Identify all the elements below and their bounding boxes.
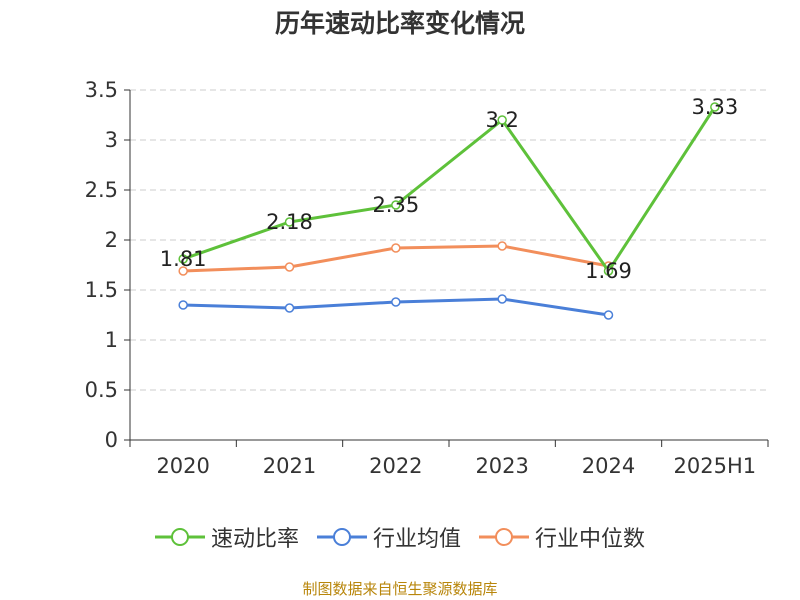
data-point	[391, 243, 401, 253]
y-tick-label: 3.5	[85, 78, 118, 102]
data-point	[603, 266, 614, 276]
legend-item[interactable]: 行业中位数	[479, 521, 645, 553]
legend-item[interactable]: 行业均值	[316, 521, 461, 553]
series-line-0	[182, 106, 717, 273]
data-label: 2.35	[372, 193, 419, 217]
data-point	[497, 241, 507, 251]
data-point	[497, 115, 507, 125]
x-tick-label: 2023	[475, 454, 528, 478]
legend-label: 行业均值	[372, 527, 461, 552]
y-tick-label: 1.5	[85, 278, 118, 302]
data-source-note: 制图数据来自恒生聚源数据库	[302, 580, 498, 598]
legend-swatch	[479, 528, 529, 546]
legend-swatch	[154, 528, 205, 546]
data-label: 1.69	[585, 259, 632, 283]
legend-swatch	[316, 528, 367, 546]
legend-item[interactable]: 速动比率	[154, 521, 299, 553]
data-point	[178, 266, 188, 276]
legend-marker	[170, 528, 189, 546]
y-tick-label: 2.5	[85, 178, 118, 202]
data-point	[391, 200, 401, 210]
data-point	[178, 254, 188, 264]
y-tick-label: 1	[105, 328, 118, 352]
data-point	[284, 217, 295, 227]
legend: 速动比率 行业均值 行业中位数	[0, 520, 800, 554]
x-tick-label: 2022	[369, 454, 422, 478]
data-label: 3.33	[691, 95, 738, 119]
data-point	[603, 310, 614, 320]
legend-marker	[495, 528, 513, 546]
x-tick-label: 2020	[156, 454, 209, 478]
y-tick-label: 0.5	[85, 378, 118, 402]
data-label: 3.2	[485, 108, 518, 132]
data-point	[284, 303, 295, 313]
y-tick-label: 2	[105, 228, 118, 252]
data-point	[284, 262, 295, 272]
legend-label: 速动比率	[210, 527, 299, 552]
legend-marker	[332, 528, 351, 546]
chart-title: 历年速动比率变化情况	[274, 9, 525, 38]
data-point	[497, 294, 507, 304]
y-tick-label: 3	[105, 128, 118, 152]
data-point	[391, 297, 401, 307]
y-tick-label: 0	[105, 428, 118, 452]
data-point	[178, 300, 188, 310]
data-point	[710, 102, 720, 112]
x-tick-label: 2024	[582, 454, 635, 478]
data-label: 2.18	[266, 210, 313, 234]
legend-label: 行业中位数	[535, 527, 646, 552]
x-tick-label: 2021	[263, 454, 316, 478]
data-label: 1.81	[160, 247, 207, 271]
x-tick-label: 2025H1	[674, 454, 757, 478]
